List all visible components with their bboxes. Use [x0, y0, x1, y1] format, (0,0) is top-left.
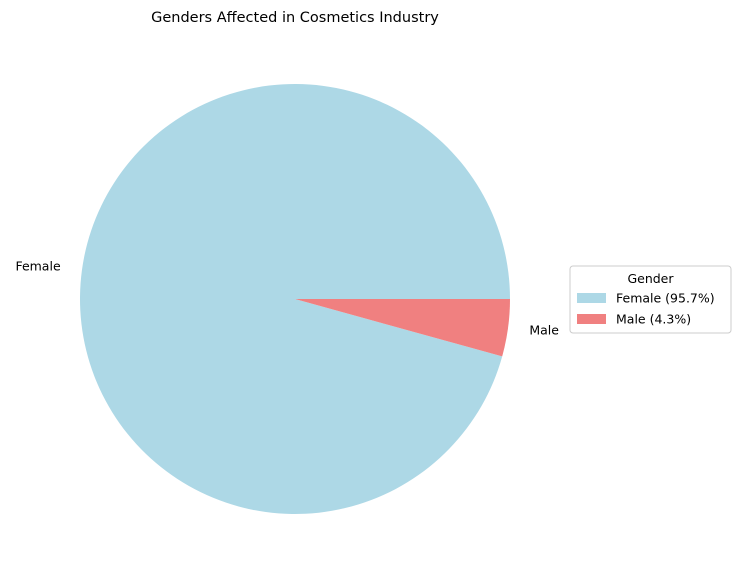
- legend-label-male: Male (4.3%): [616, 312, 691, 327]
- pie-slices: [79, 83, 510, 514]
- legend-title: Gender: [627, 271, 674, 286]
- pie-slice-female: [79, 83, 510, 514]
- pie-slice-labels: Female Male: [15, 259, 559, 338]
- chart-title: Genders Affected in Cosmetics Industry: [151, 10, 439, 26]
- legend: Gender Female (95.7%) Male (4.3%): [569, 265, 732, 334]
- legend-entries: Female (95.7%) Male (4.3%): [577, 291, 715, 327]
- slice-label-male: Male: [529, 322, 559, 337]
- legend-swatch-female: [577, 293, 606, 303]
- pie-slice-male: [295, 299, 510, 357]
- slice-label-female: Female: [15, 259, 61, 274]
- legend-frame: [569, 265, 732, 334]
- legend-swatch-male: [577, 314, 606, 324]
- legend-label-female: Female (95.7%): [616, 291, 715, 306]
